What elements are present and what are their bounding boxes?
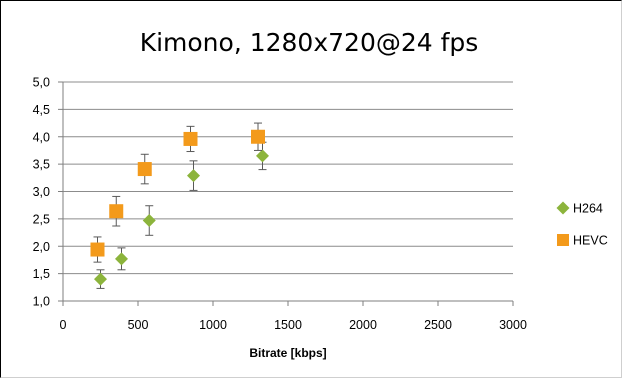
y-tick-label: 3,5 [33,158,50,172]
y-tick-label: 1,5 [33,267,50,281]
legend-label: H264 [573,202,603,216]
square-point [137,162,152,177]
x-axis-title: Bitrate [kbps] [249,346,326,360]
y-tick-label: 5,0 [33,76,50,90]
x-tick-label: 0 [60,318,67,332]
square-point [251,129,265,144]
tick-labels: 1,0 1,5 2,0 2,5 3,0 3,5 4,0 4,5 5,0 0 500 1000 1500 2… [33,76,527,333]
y-tick-label: 2,5 [33,212,50,226]
x-tick-label: 1000 [199,318,227,332]
series-h264 [94,141,269,289]
series-hevc [90,122,265,263]
legend-item-h264: H264 [556,201,603,216]
diamond-point [256,149,269,163]
diamond-point [115,252,128,266]
data-layer [90,122,269,289]
y-tick-label: 3,0 [33,185,50,199]
y-tick-label: 4,5 [33,103,50,117]
legend-label: HEVC [573,234,608,248]
x-tick-label: 2000 [349,318,377,332]
diamond-point [142,214,156,228]
x-tick-label: 3000 [499,318,527,332]
legend: H264 HEVC [556,201,608,248]
x-tick-label: 2500 [424,318,452,332]
square-point [109,204,124,219]
axes [58,81,514,306]
y-tick-label: 2,0 [33,240,50,254]
gridlines [63,81,513,275]
diamond-point [187,169,200,183]
diamond-point [94,272,107,286]
y-tick-label: 1,0 [33,295,50,309]
legend-square-icon [557,234,569,246]
x-tick-label: 1500 [274,318,302,332]
x-tick-label: 500 [128,318,149,332]
legend-item-hevc: HEVC [557,234,608,248]
y-tick-label: 4,0 [33,130,50,144]
square-point [90,242,105,257]
square-point [183,131,198,146]
legend-diamond-icon [556,201,570,215]
chart-title: Kimono, 1280x720@24 fps [140,28,479,57]
